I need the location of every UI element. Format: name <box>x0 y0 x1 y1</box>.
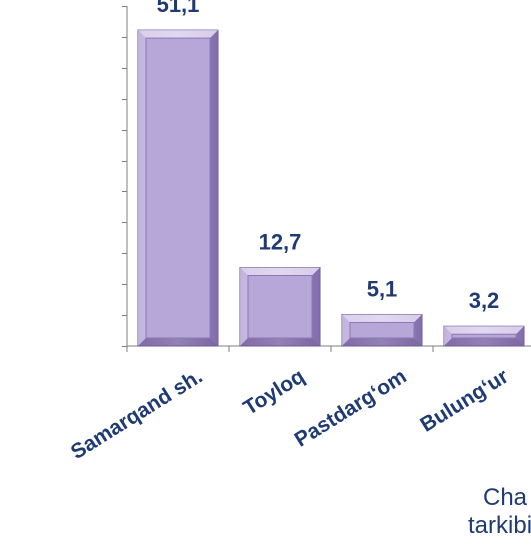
bar <box>443 325 525 347</box>
bar <box>137 29 219 347</box>
data-label: 51,1 <box>157 0 200 17</box>
bar <box>239 266 321 347</box>
corner-text-line-1: Cha <box>483 484 528 511</box>
data-label: 3,2 <box>469 288 500 313</box>
data-label: 5,1 <box>367 276 398 301</box>
bar <box>341 313 423 347</box>
corner-text-line-2: tarkibi <box>468 512 531 539</box>
category-label: Bulung‘ur <box>416 365 512 437</box>
data-label: 12,7 <box>259 229 302 254</box>
category-label: Toyloq <box>239 365 308 420</box>
category-label: Samarqand sh. <box>67 365 207 464</box>
category-label: Pastdarg‘om <box>291 365 411 452</box>
